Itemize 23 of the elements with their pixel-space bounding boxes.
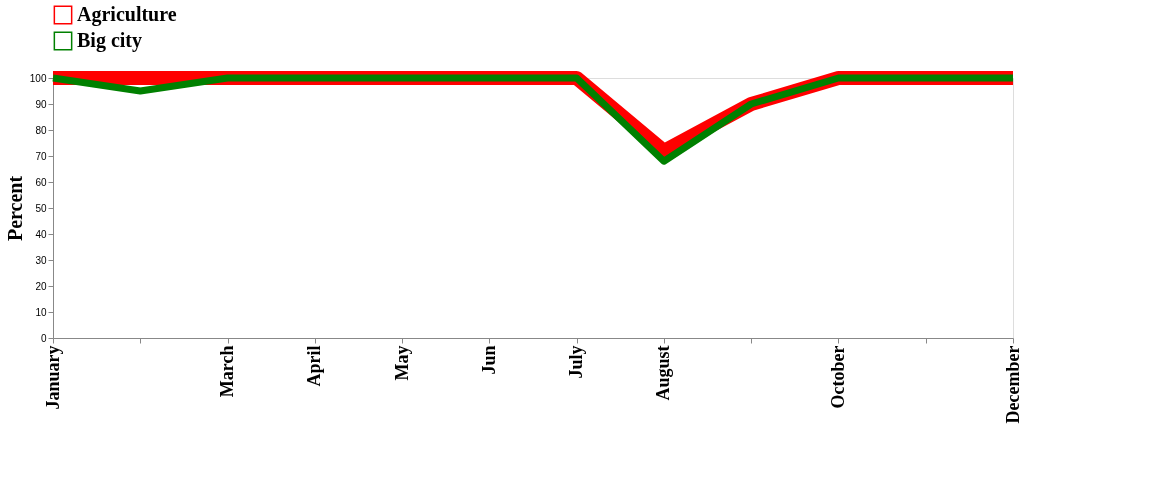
x-tick-label: January [42,345,63,410]
y-tick-label: 10 [35,306,47,318]
y-tick-label: 70 [35,150,47,162]
y-tick-label: 80 [35,124,47,136]
x-tick-label: August [653,345,674,401]
y-tick-label: 60 [35,176,47,188]
x-tick-label: July [566,345,587,379]
y-tick-label: 0 [40,332,47,344]
x-tick-label: October [827,345,848,409]
legend-label: Big city [77,29,142,52]
y-tick-label: 40 [35,228,47,240]
x-tick-label: Jun [478,345,499,375]
y-tick-label: 100 [29,72,47,84]
x-tick-label: April [304,345,325,387]
y-tick-label: 50 [35,202,47,214]
legend-label: Agriculture [77,3,177,26]
y-tick-label: 30 [35,254,47,266]
y-tick-label: 90 [35,98,47,110]
x-tick-label: March [217,345,238,398]
y-axis-title: Percent [3,175,26,242]
y-tick-label: 20 [35,280,47,292]
x-tick-label: December [1002,345,1023,424]
x-tick-label: May [391,345,412,381]
